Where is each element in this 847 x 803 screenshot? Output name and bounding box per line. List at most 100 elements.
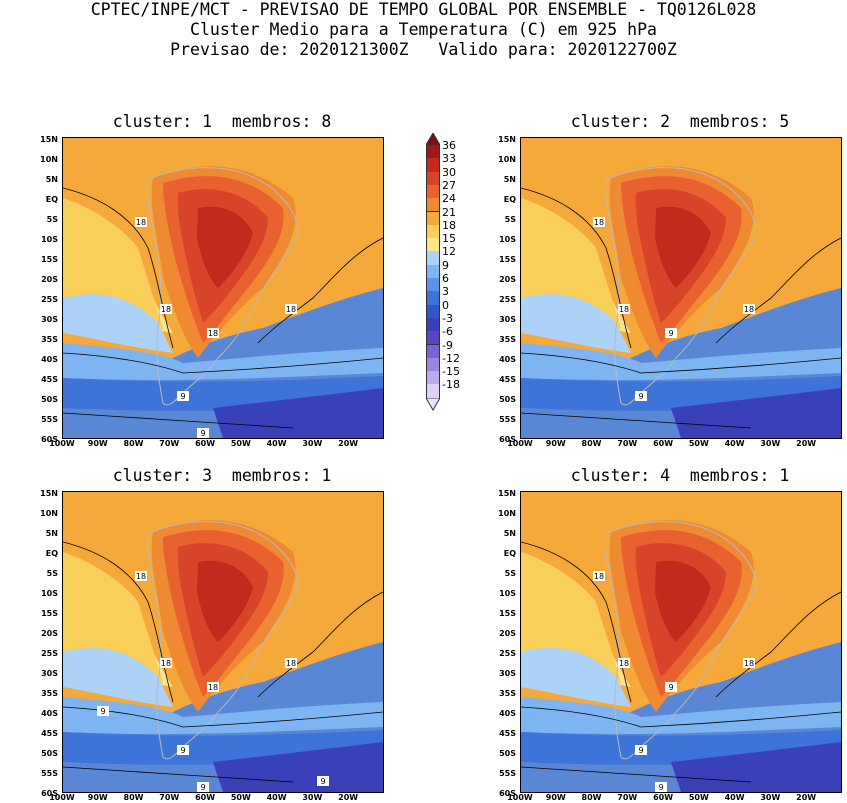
latitude-tick-label: 50S [41,749,58,758]
header-line-3: Previsao de: 2020121300Z Valido para: 20… [170,40,677,59]
latitude-tick-label: 45S [41,375,58,384]
isotherm-contour [63,706,383,728]
svg-text:18: 18 [619,305,629,314]
contour-label: 9 [317,776,329,786]
svg-text:18: 18 [161,305,171,314]
panel-3-title: cluster: 3 membros: 1 [112,466,332,485]
temperature-field: 18 18 18 18 9 9 9 9 [63,492,383,792]
latitude-tick-label: 10N [40,155,58,164]
colorbar-swatch [426,278,440,293]
longitude-tick-label: 70W [159,793,180,802]
colorbar-label: -15 [442,365,460,379]
temperature-field: 18 18 18 9 9 [521,138,841,438]
contour-label: 9 [635,391,647,401]
svg-text:18: 18 [161,659,171,668]
temperature-band [63,697,383,735]
latitude-tick-label: 60S [499,435,516,444]
colorbar-label: 36 [442,139,456,152]
latitude-tick-label: 40S [41,355,58,364]
longitude-tick-label: 40W [724,793,745,802]
svg-text:9: 9 [100,707,105,716]
colorbar-swatch [426,384,440,399]
longitude-tick-label: 100W [49,793,75,802]
latitude-tick-label: 20S [41,629,58,638]
contour-label: 9 [635,745,647,755]
isotherm-contour [257,237,383,344]
temperature-band [655,560,711,642]
colorbar-label: 18 [442,218,456,232]
latitude-tick-label: 40S [41,709,58,718]
latitude-tick-label: 60S [41,435,58,444]
latitude-tick-label: 45S [499,375,516,384]
latitude-tick-label: 5N [503,529,516,538]
latitude-tick-label: 60S [499,789,516,798]
temperature-band [63,294,173,353]
temperature-band [521,697,841,735]
colorbar-label: -3 [442,311,453,325]
colorbar-label: 6 [442,272,449,285]
map-panel-cluster-4: 18 18 18 9 9 9 [520,491,842,793]
colorbar-swatch [426,344,440,359]
longitude-tick-label: 70W [617,439,638,448]
temperature-band [197,206,253,288]
latitude-tick-label: 20S [41,275,58,284]
colorbar-label: 24 [442,192,456,206]
isotherm-contour [521,352,841,374]
isotherm-contour [521,706,841,728]
latitude-tick-label: 15N [40,489,58,498]
latitude-tick-label: 35S [499,689,516,698]
isotherm-contour [715,591,841,698]
longitude-tick-label: 80W [581,793,602,802]
contour-label: 18 [743,658,755,668]
longitude-tick-label: 40W [724,439,745,448]
contour-label: 18 [207,682,219,692]
isotherm-contour [63,187,174,349]
latitude-tick-label: 15N [40,135,58,144]
colorbar-label: 0 [442,298,449,312]
svg-text:9: 9 [668,683,673,692]
latitude-tick-label: 25S [499,649,516,658]
latitude-tick-label: 60S [41,789,58,798]
contour-label: 9 [97,706,109,716]
contour-label: 18 [593,571,605,581]
contour-label: 9 [655,782,667,792]
latitude-tick-label: 40S [499,355,516,364]
longitude-tick-label: 50W [688,439,709,448]
contour-label: 18 [743,304,755,314]
latitude-tick-label: 10S [41,589,58,598]
latitude-tick-label: 5S [504,569,516,578]
colorbar-swatch [426,158,440,173]
svg-text:9: 9 [200,429,205,438]
isotherm-contour [521,412,752,429]
latitude-tick-label: 35S [41,689,58,698]
colorbar-swatch [426,238,440,253]
latitude-tick-label: 15S [499,255,516,264]
colorbar-label: 9 [442,258,449,272]
latitude-tick-label: 30S [41,315,58,324]
colorbar-swatch [426,264,440,279]
colorbar-label: 30 [442,165,456,179]
isotherm-contour [521,541,632,703]
latitude-tick-label: 50S [41,395,58,404]
panel-1-title: cluster: 1 membros: 8 [112,112,332,131]
longitude-tick-label: 50W [688,793,709,802]
isotherm-contour [715,237,841,344]
coastline [604,167,757,406]
temperature-band [63,648,173,707]
colorbar-swatch [426,251,440,266]
svg-text:9: 9 [658,783,663,792]
latitude-tick-label: 10S [499,235,516,244]
longitude-tick-label: 60W [195,793,216,802]
contour-label: 18 [135,571,147,581]
contour-label: 9 [177,745,189,755]
longitude-tick-label: 20W [796,793,817,802]
temperature-band [655,206,711,288]
colorbar-label: -12 [442,351,460,365]
coastline [604,521,757,760]
colorbar-label: -18 [442,378,460,392]
contour-label: 9 [177,391,189,401]
map-panel-cluster-2: 18 18 18 9 9 [520,137,842,439]
latitude-tick-label: 5S [46,215,58,224]
colorbar-swatch [426,145,440,160]
longitude-tick-label: 100W [507,439,533,448]
